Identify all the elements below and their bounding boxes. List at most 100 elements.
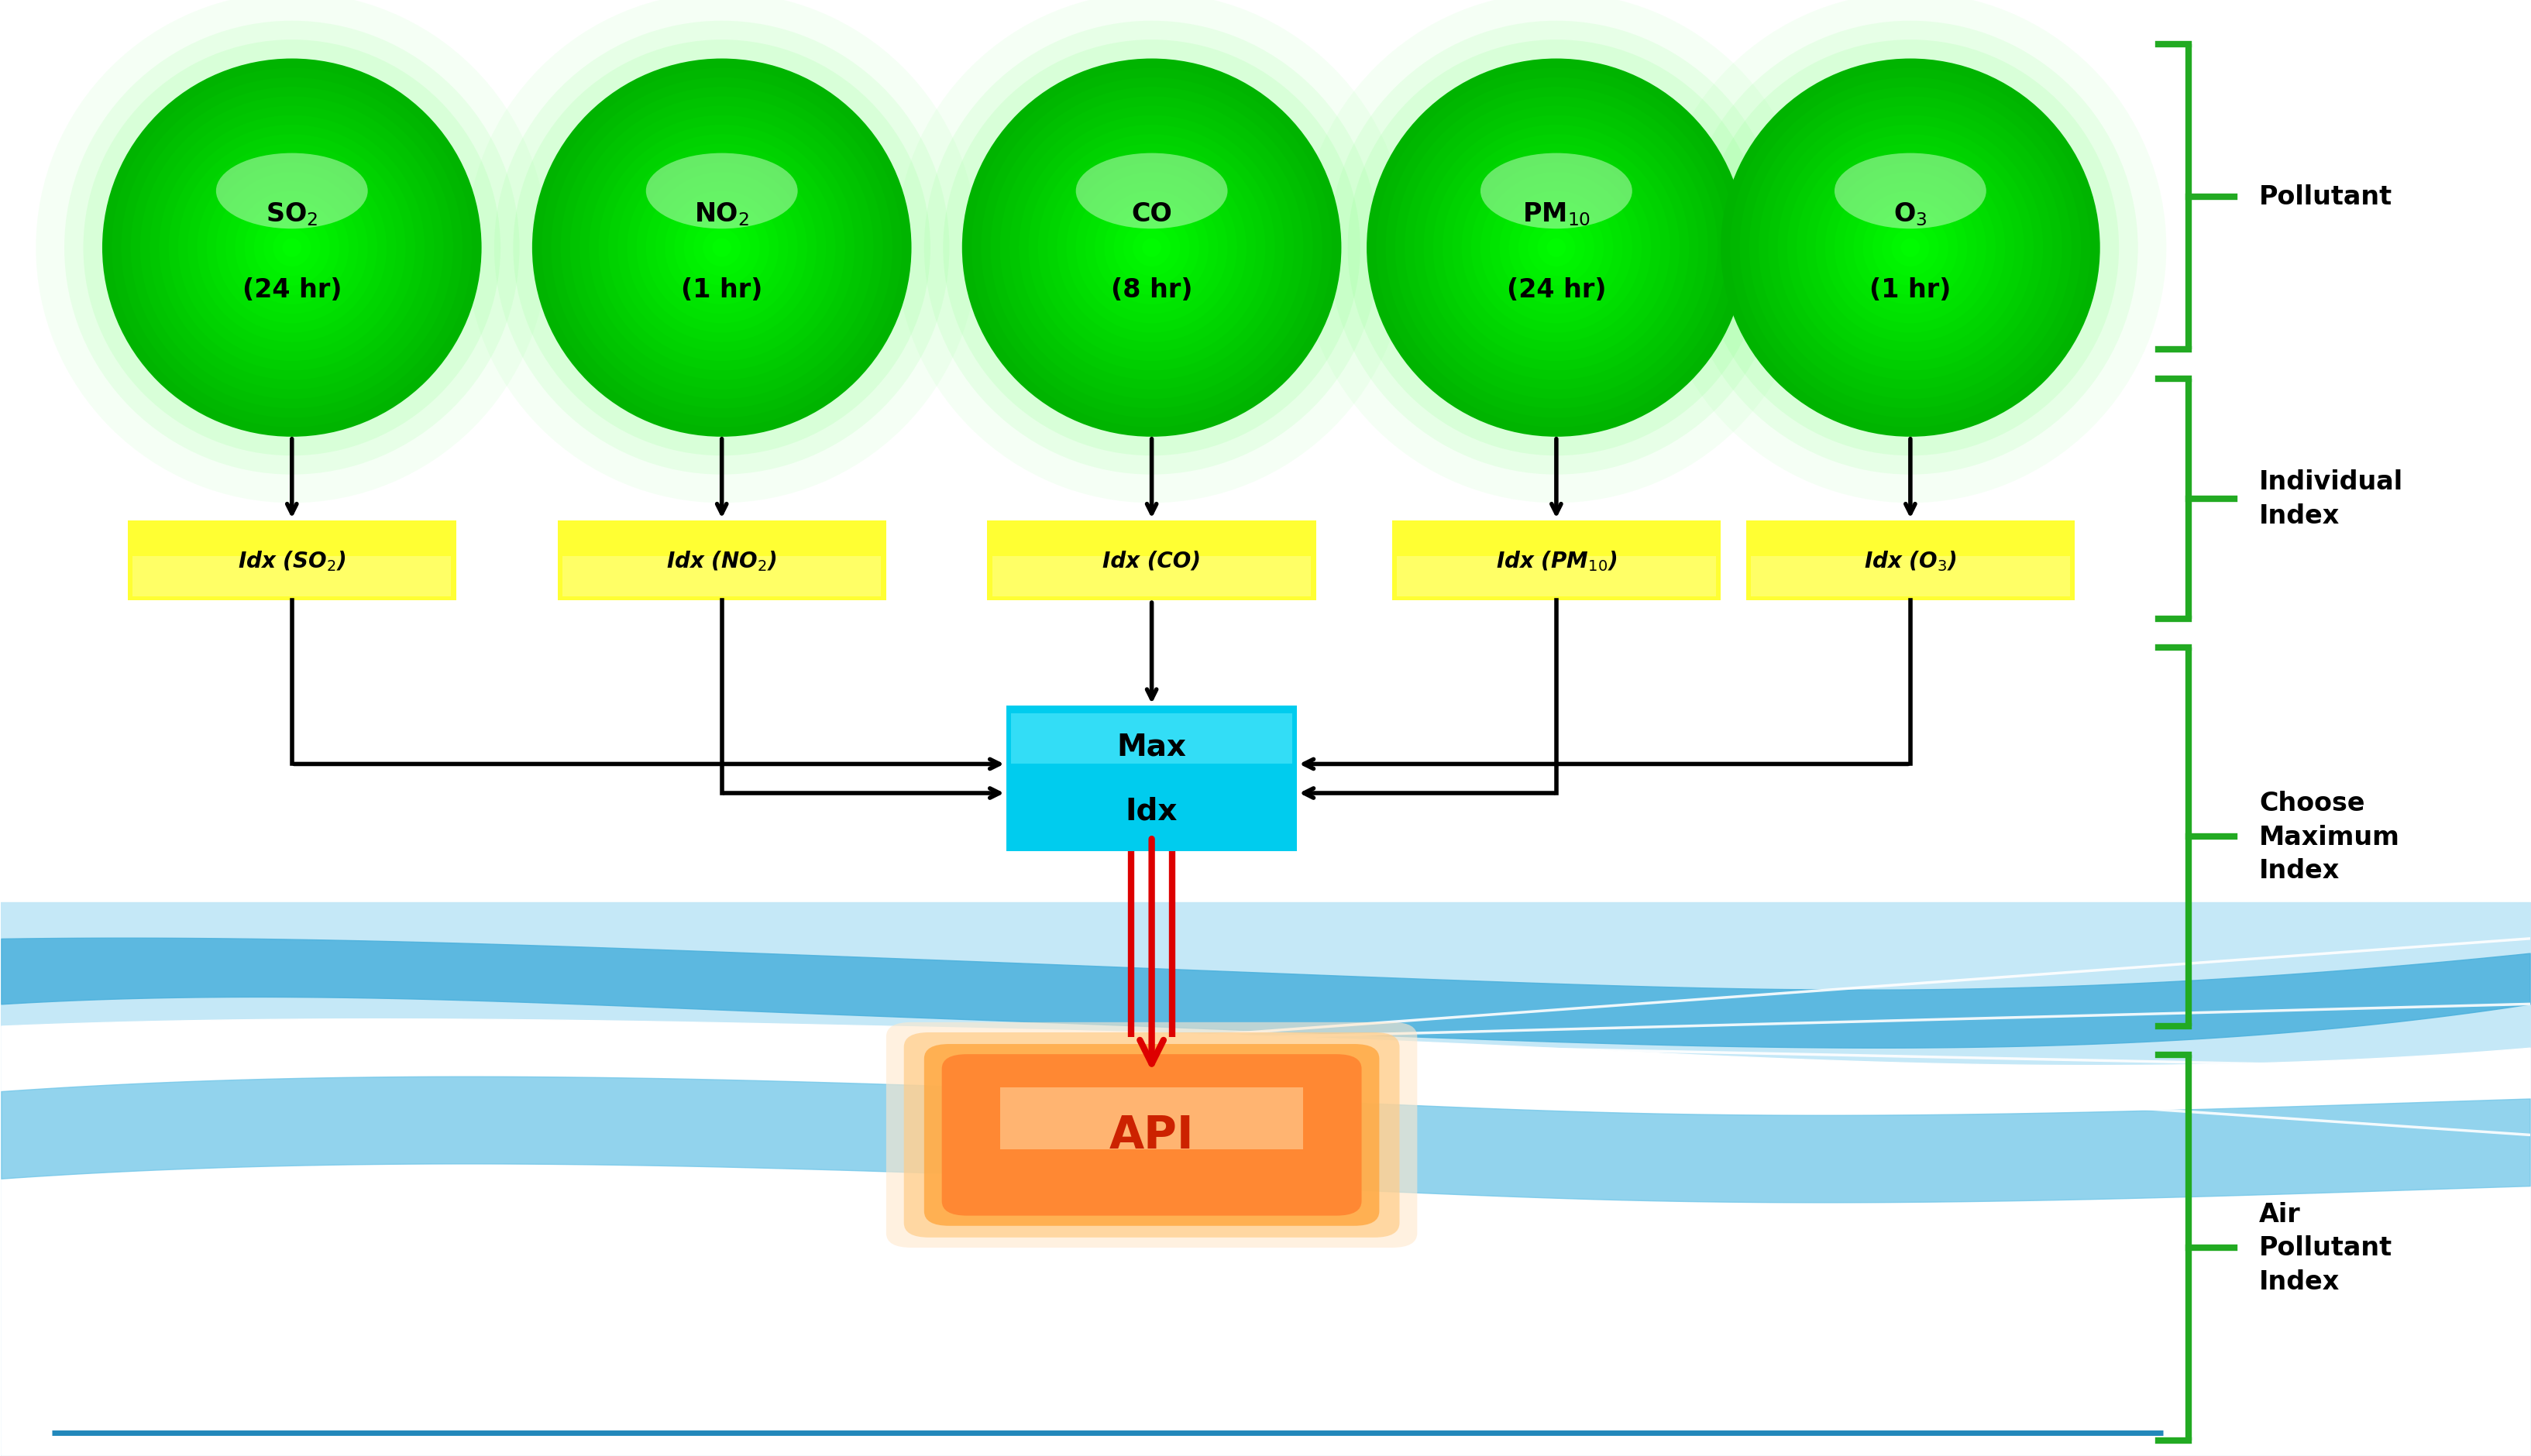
Ellipse shape [225,182,359,314]
Ellipse shape [1536,230,1574,266]
Ellipse shape [1038,135,1266,361]
Ellipse shape [1701,41,2118,456]
Ellipse shape [159,116,425,380]
Ellipse shape [121,79,463,418]
Ellipse shape [1453,144,1660,352]
Ellipse shape [1481,154,1632,230]
Ellipse shape [466,0,977,504]
Ellipse shape [532,60,911,437]
Text: (1 hr): (1 hr) [1870,277,1951,303]
Ellipse shape [1104,201,1200,296]
Ellipse shape [1835,154,1987,230]
Ellipse shape [982,79,1321,418]
Ellipse shape [149,106,435,390]
FancyBboxPatch shape [1000,1088,1303,1150]
Text: SO$_{2}$: SO$_{2}$ [266,201,319,227]
Ellipse shape [1415,106,1698,390]
Ellipse shape [1086,182,1217,314]
Ellipse shape [1124,220,1179,277]
Ellipse shape [246,201,339,296]
Ellipse shape [1845,182,1977,314]
Ellipse shape [1433,125,1681,371]
Ellipse shape [1498,192,1612,304]
Ellipse shape [132,87,453,409]
Ellipse shape [1134,230,1172,266]
Ellipse shape [208,163,377,333]
Ellipse shape [607,135,835,361]
Ellipse shape [552,79,893,418]
Ellipse shape [628,154,818,342]
Ellipse shape [1721,60,2101,437]
FancyBboxPatch shape [904,1032,1400,1238]
Ellipse shape [63,22,519,475]
Ellipse shape [1058,154,1248,342]
Ellipse shape [494,22,949,475]
Ellipse shape [1519,211,1595,285]
Ellipse shape [704,230,742,266]
Ellipse shape [1546,239,1567,258]
Ellipse shape [1807,144,2015,352]
Ellipse shape [1529,220,1584,277]
Ellipse shape [1508,201,1605,296]
Ellipse shape [1076,173,1228,323]
Text: (24 hr): (24 hr) [1506,277,1607,303]
Ellipse shape [1787,125,2032,371]
Ellipse shape [263,220,321,277]
Ellipse shape [1835,173,1987,323]
Ellipse shape [253,211,329,285]
Ellipse shape [283,239,301,258]
Ellipse shape [1460,154,1650,342]
Ellipse shape [1739,79,2080,418]
Ellipse shape [1096,192,1210,304]
Ellipse shape [1749,87,2070,409]
Ellipse shape [1048,144,1255,352]
Ellipse shape [1346,41,1764,456]
Ellipse shape [139,98,443,399]
Ellipse shape [656,182,787,314]
Ellipse shape [1759,98,2063,399]
Text: Idx (NO$_{2}$): Idx (NO$_{2}$) [666,549,777,572]
Ellipse shape [1422,116,1688,380]
Ellipse shape [1405,98,1708,399]
Ellipse shape [1777,116,2043,380]
Ellipse shape [1891,230,1929,266]
Ellipse shape [569,98,873,399]
Ellipse shape [1471,163,1643,333]
Ellipse shape [1329,22,1784,475]
Ellipse shape [273,230,311,266]
FancyBboxPatch shape [886,1022,1417,1248]
FancyBboxPatch shape [1746,521,2075,601]
Ellipse shape [645,154,797,230]
Ellipse shape [1769,106,2053,390]
Text: Choose
Maximum
Index: Choose Maximum Index [2260,791,2399,884]
Ellipse shape [673,201,769,296]
Ellipse shape [514,41,931,456]
Ellipse shape [711,239,731,258]
Ellipse shape [35,0,547,504]
Text: Max: Max [1116,732,1187,761]
FancyBboxPatch shape [992,556,1311,597]
FancyBboxPatch shape [924,1044,1379,1226]
Ellipse shape [111,68,473,428]
FancyBboxPatch shape [1007,706,1296,852]
Text: CO: CO [1131,201,1172,227]
Text: API: API [1109,1112,1195,1158]
Ellipse shape [542,68,901,428]
Ellipse shape [1141,239,1162,258]
Text: Air
Pollutant
Index: Air Pollutant Index [2260,1201,2392,1294]
Ellipse shape [1367,60,1746,437]
Ellipse shape [215,154,367,230]
Ellipse shape [197,154,387,342]
Ellipse shape [170,125,415,371]
Ellipse shape [1028,125,1276,371]
Ellipse shape [1481,173,1632,323]
FancyBboxPatch shape [1012,713,1291,764]
Ellipse shape [1491,182,1622,314]
Ellipse shape [1883,220,1939,277]
Ellipse shape [101,60,481,437]
Text: PM$_{10}$: PM$_{10}$ [1521,201,1589,227]
Ellipse shape [215,173,367,323]
Ellipse shape [1000,98,1303,399]
Text: (1 hr): (1 hr) [681,277,762,303]
FancyBboxPatch shape [987,521,1316,601]
